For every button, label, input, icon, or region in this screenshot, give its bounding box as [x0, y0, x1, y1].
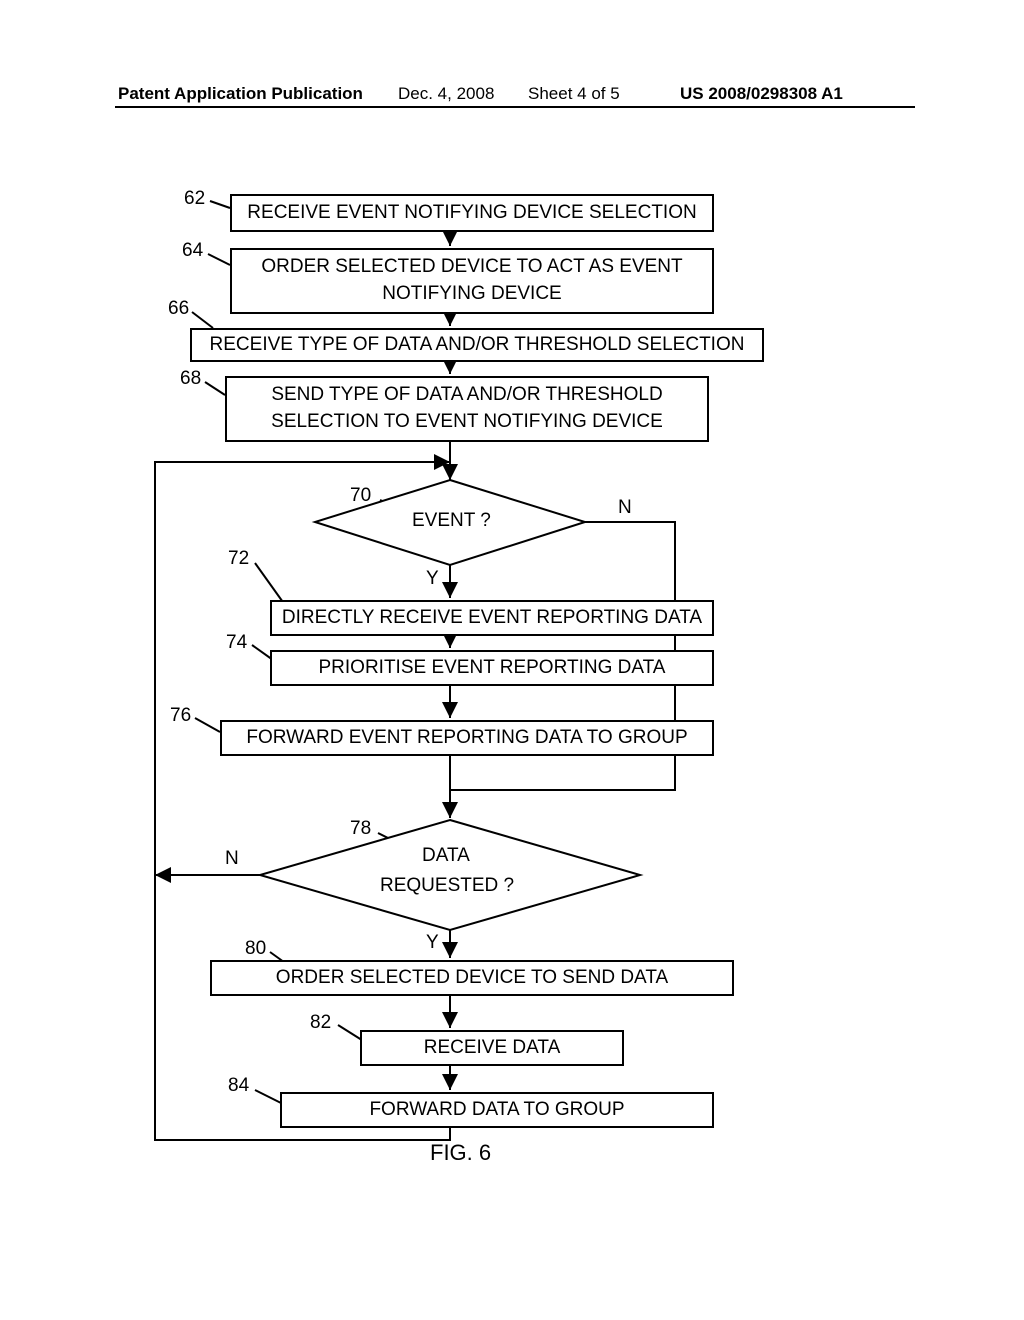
ref-84: 84	[228, 1075, 249, 1097]
label-n2: N	[225, 848, 239, 870]
header-sheet: Sheet 4 of 5	[528, 84, 620, 104]
ref-72: 72	[228, 548, 249, 570]
ref-64: 64	[182, 240, 203, 262]
ref-62: 62	[184, 188, 205, 210]
label-n1: N	[618, 497, 632, 519]
box-74: PRIORITISE EVENT REPORTING DATA	[270, 650, 714, 686]
box-80-text: ORDER SELECTED DEVICE TO SEND DATA	[276, 965, 668, 992]
ref-82: 82	[310, 1012, 331, 1034]
box-82: RECEIVE DATA	[360, 1030, 624, 1066]
box-72-text: DIRECTLY RECEIVE EVENT REPORTING DATA	[282, 605, 702, 632]
box-76-text: FORWARD EVENT REPORTING DATA TO GROUP	[246, 725, 687, 752]
ref-76: 76	[170, 705, 191, 727]
box-64: ORDER SELECTED DEVICE TO ACT AS EVENT NO…	[230, 248, 714, 314]
box-76: FORWARD EVENT REPORTING DATA TO GROUP	[220, 720, 714, 756]
header-pubno: US 2008/0298308 A1	[680, 84, 843, 104]
box-84: FORWARD DATA TO GROUP	[280, 1092, 714, 1128]
box-62-text: RECEIVE EVENT NOTIFYING DEVICE SELECTION	[247, 200, 696, 227]
page-header: Patent Application Publication Dec. 4, 2…	[0, 84, 1024, 102]
ref-74: 74	[226, 632, 247, 654]
box-72: DIRECTLY RECEIVE EVENT REPORTING DATA	[270, 600, 714, 636]
box-80: ORDER SELECTED DEVICE TO SEND DATA	[210, 960, 734, 996]
flowchart: RECEIVE EVENT NOTIFYING DEVICE SELECTION…	[150, 180, 880, 1180]
header-date: Dec. 4, 2008	[398, 84, 494, 104]
ref-80: 80	[245, 938, 266, 960]
box-84-text: FORWARD DATA TO GROUP	[369, 1097, 624, 1124]
label-y2: Y	[426, 932, 439, 954]
diamond-78-text1: DATA	[422, 845, 470, 867]
box-82-text: RECEIVE DATA	[424, 1035, 561, 1062]
box-68: SEND TYPE OF DATA AND/OR THRESHOLD SELEC…	[225, 376, 709, 442]
label-y1: Y	[426, 568, 439, 590]
header-rule	[115, 106, 915, 108]
diamond-70-text: EVENT ?	[412, 510, 491, 532]
box-64-text: ORDER SELECTED DEVICE TO ACT AS EVENT NO…	[232, 254, 712, 307]
page: Patent Application Publication Dec. 4, 2…	[0, 0, 1024, 1320]
box-68-text: SEND TYPE OF DATA AND/OR THRESHOLD SELEC…	[227, 382, 707, 435]
ref-70: 70	[350, 485, 371, 507]
ref-78: 78	[350, 818, 371, 840]
ref-66: 66	[168, 298, 189, 320]
ref-68: 68	[180, 368, 201, 390]
header-publication: Patent Application Publication	[118, 84, 363, 104]
diamond-78-text2: REQUESTED ?	[380, 875, 514, 897]
figure-caption: FIG. 6	[430, 1140, 491, 1166]
box-66-text: RECEIVE TYPE OF DATA AND/OR THRESHOLD SE…	[210, 332, 745, 359]
box-62: RECEIVE EVENT NOTIFYING DEVICE SELECTION	[230, 194, 714, 232]
box-66: RECEIVE TYPE OF DATA AND/OR THRESHOLD SE…	[190, 328, 764, 362]
box-74-text: PRIORITISE EVENT REPORTING DATA	[319, 655, 666, 682]
